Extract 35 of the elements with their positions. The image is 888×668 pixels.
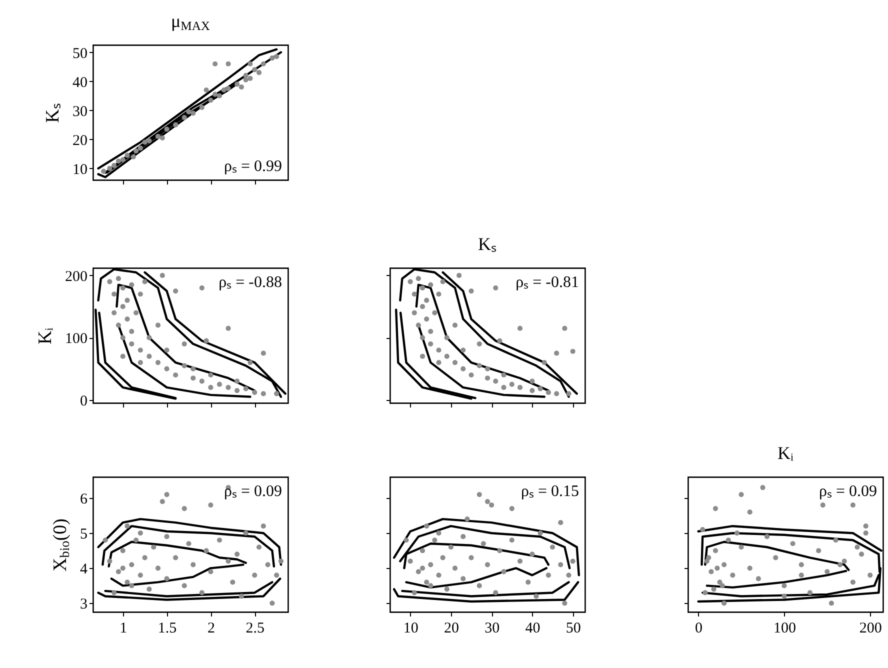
y-tick-label: 20 [72, 132, 88, 149]
x-tick-label: 1 [120, 620, 128, 636]
y-tick-label: 6 [80, 492, 88, 508]
y-axis-title: Kᵢ [35, 328, 56, 344]
y-tick-label: 4 [80, 562, 88, 578]
x-tick-label: 2 [207, 620, 215, 636]
x-tick-label: 1.5 [158, 620, 177, 636]
annotation: ρₛ = 0.09 [818, 483, 877, 500]
y-tick-label: 0 [80, 393, 88, 410]
x-tick-label: 30 [484, 620, 500, 636]
annotation: ρₛ = 0.09 [224, 483, 282, 500]
x-tick-label: 2.5 [246, 620, 264, 636]
y-tick-label: 10 [72, 162, 88, 178]
x-tick-label: 20 [444, 620, 459, 636]
annotation: ρₛ = 0.99 [224, 158, 282, 175]
annotation: ρₛ = -0.81 [516, 274, 579, 291]
x-tick-label: 0 [695, 620, 703, 636]
y-axis-title: Kₛ [42, 103, 64, 123]
y-tick-label: 30 [72, 104, 88, 120]
y-tick-label: 5 [80, 526, 88, 543]
annotation: ρₛ = 0.15 [520, 483, 579, 500]
x-tick-label: 200 [859, 620, 882, 636]
y-tick-label: 50 [72, 46, 88, 62]
x-tick-label: 50 [566, 620, 581, 636]
x-tick-label: 10 [403, 620, 418, 636]
chart-title: Kₛ [478, 234, 497, 254]
annotation: ρₛ = -0.88 [218, 274, 282, 291]
chart-title: μ$_{MAX}$ [170, 11, 210, 34]
chart-title: Kᵢ [778, 443, 794, 463]
y-tick-label: 40 [72, 74, 88, 91]
y-tick-label: 100 [65, 331, 88, 348]
y-tick-label: 200 [65, 268, 88, 285]
y-tick-label: 3 [80, 596, 88, 613]
x-tick-label: 40 [525, 620, 540, 636]
x-tick-label: 100 [773, 620, 796, 636]
